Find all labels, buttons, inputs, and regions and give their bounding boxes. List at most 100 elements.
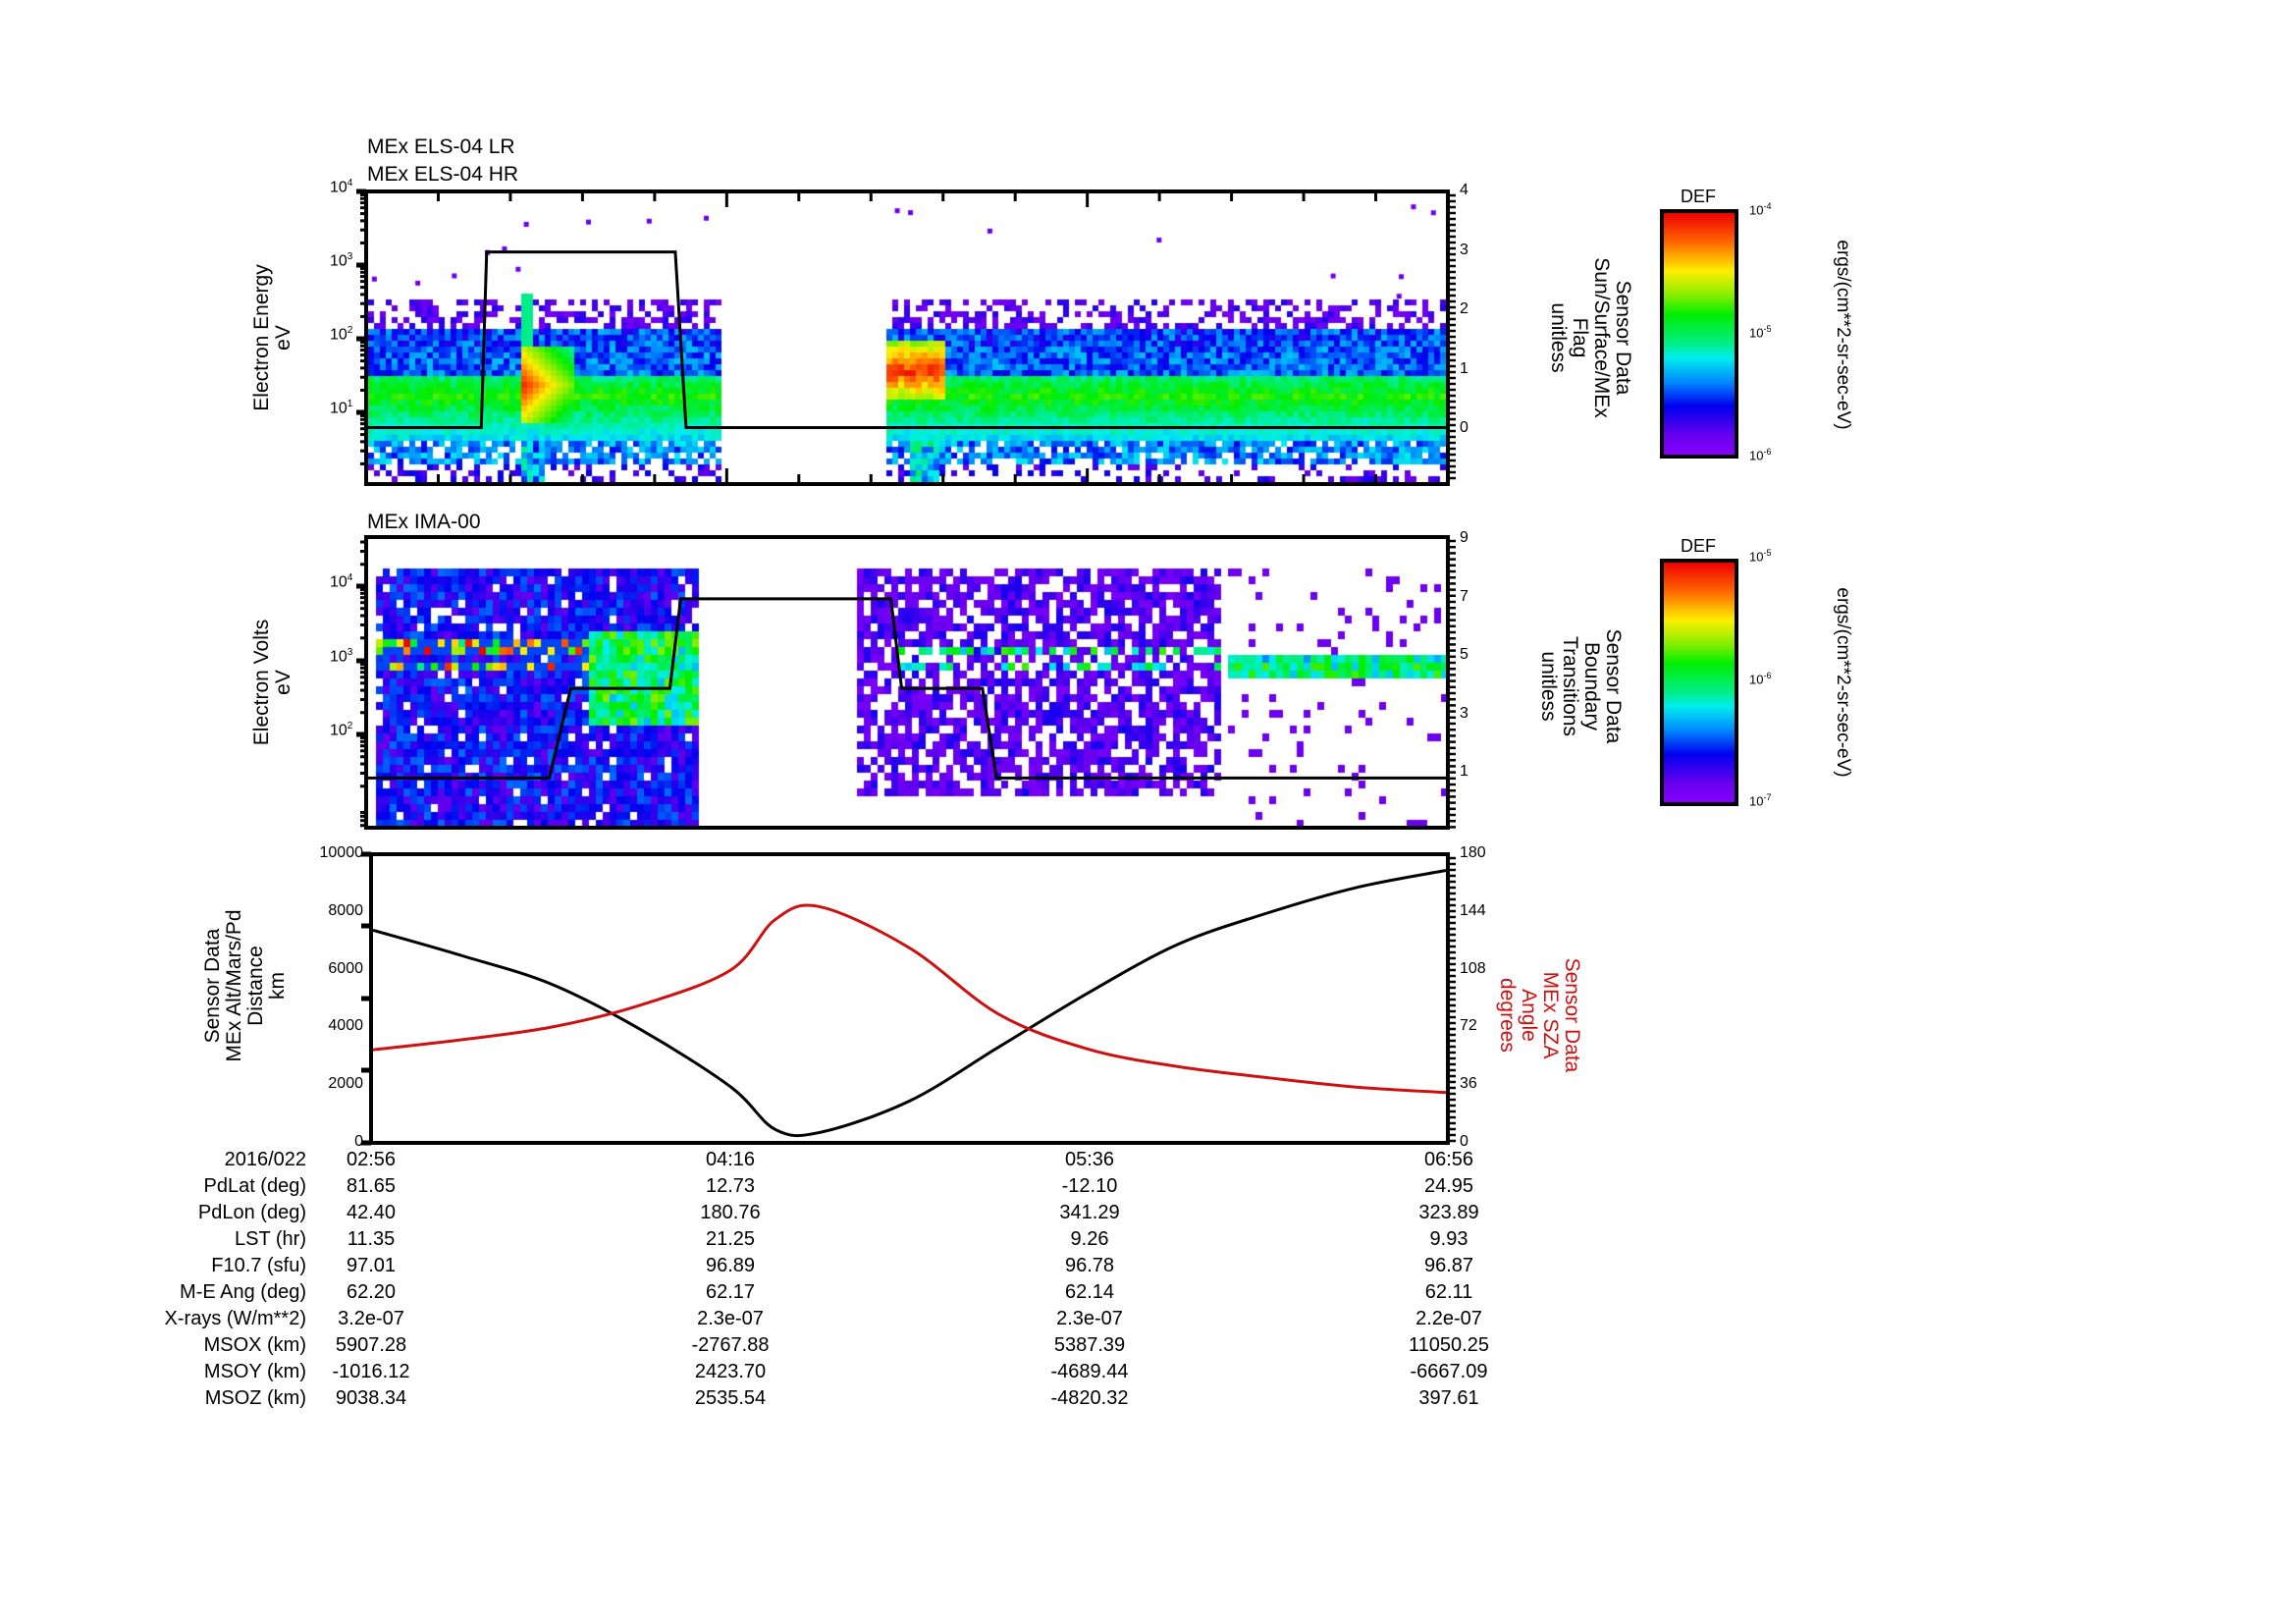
colorbar-2 bbox=[1660, 559, 1738, 806]
info-row-value: 2.2e-07 bbox=[1415, 1308, 1482, 1329]
y-tick-label: 0 bbox=[1460, 1133, 1468, 1150]
y-tick-label: 3 bbox=[1460, 704, 1468, 722]
info-row-label: M-E Ang (deg) bbox=[180, 1281, 306, 1303]
colorbar-2-title: DEF bbox=[1681, 536, 1716, 556]
y-tick-label: 108 bbox=[1460, 959, 1486, 977]
info-row-value: 323.89 bbox=[1418, 1202, 1479, 1223]
els-y-label: Electron Energy eV bbox=[250, 264, 294, 411]
y-tick-label: 0 bbox=[1460, 419, 1468, 436]
y-tick-label: 3 bbox=[1460, 241, 1468, 258]
info-row-value: 62.20 bbox=[346, 1281, 397, 1303]
ima-y-label: Electron Volts eV bbox=[250, 619, 294, 746]
colorbar-1-title: DEF bbox=[1681, 187, 1716, 206]
colorbar-1-tick-mid: 10-5 bbox=[1749, 324, 1772, 341]
info-row-value: 2423.70 bbox=[694, 1361, 767, 1382]
info-row-value: 81.65 bbox=[346, 1175, 397, 1197]
colorbar-1-tick-top: 10-4 bbox=[1749, 201, 1772, 218]
info-row-label: MSOY (km) bbox=[203, 1361, 306, 1382]
info-row-value: -1016.12 bbox=[332, 1361, 410, 1382]
info-row-value: 5387.39 bbox=[1053, 1334, 1126, 1356]
y-tick-label: 5 bbox=[1460, 646, 1468, 663]
y-tick-label: 180 bbox=[1460, 844, 1486, 861]
colorbar-1 bbox=[1660, 209, 1738, 459]
colorbar-2-tick-bot: 10-7 bbox=[1749, 792, 1772, 809]
y-tick-label: 7 bbox=[1460, 587, 1468, 605]
info-row-label: LST (hr) bbox=[235, 1228, 306, 1250]
colorbar-2-units: ergs/(cm**2-sr-sec-eV) bbox=[1833, 587, 1853, 778]
info-row-value: 12.73 bbox=[705, 1175, 756, 1197]
x-tick-1: 04:16 bbox=[705, 1149, 756, 1170]
y-tick-label: 6000 bbox=[328, 959, 363, 977]
y-tick-label: 4 bbox=[1460, 182, 1468, 198]
info-row-value: 341.29 bbox=[1059, 1202, 1120, 1223]
x-axis-date: 2016/022 bbox=[224, 1149, 306, 1170]
y-tick-label: 103 bbox=[330, 251, 353, 270]
y-tick-label: 2 bbox=[1460, 300, 1468, 317]
info-row-label: PdLat (deg) bbox=[203, 1175, 306, 1197]
info-row-label: F10.7 (sfu) bbox=[211, 1255, 306, 1276]
els-y-label-right: Sensor Data Sun/Surface/MEx Flag unitles… bbox=[1547, 257, 1634, 418]
y-tick-label: 72 bbox=[1460, 1017, 1477, 1035]
x-tick-3: 06:56 bbox=[1423, 1149, 1474, 1170]
info-row-label: X-rays (W/m**2) bbox=[164, 1308, 306, 1329]
y-tick-label: 36 bbox=[1460, 1075, 1477, 1093]
els-title-hr: MEx ELS-04 HR bbox=[367, 163, 519, 186]
y-tick-label: 9 bbox=[1460, 529, 1468, 546]
info-row-value: 96.89 bbox=[705, 1255, 756, 1276]
info-row-value: 397.61 bbox=[1418, 1387, 1479, 1409]
colorbar-1-tick-bot: 10-6 bbox=[1749, 447, 1772, 463]
els-spectrogram-panel bbox=[364, 189, 1450, 486]
info-row-label: PdLon (deg) bbox=[197, 1202, 306, 1223]
els-flag-line bbox=[368, 250, 1446, 430]
info-row-value: 9.93 bbox=[1429, 1228, 1468, 1250]
info-row-value: 96.87 bbox=[1423, 1255, 1474, 1276]
info-row-value: 97.01 bbox=[346, 1255, 397, 1276]
info-row-value: 11050.25 bbox=[1409, 1334, 1489, 1356]
els-spectrogram bbox=[368, 193, 1446, 482]
els-title-lr: MEx ELS-04 LR bbox=[367, 135, 515, 158]
x-tick-2: 05:36 bbox=[1064, 1149, 1115, 1170]
colorbar-1-units: ergs/(cm**2-sr-sec-eV) bbox=[1833, 240, 1853, 430]
info-row-value: 9038.34 bbox=[335, 1387, 407, 1409]
info-row-value: -6667.09 bbox=[1410, 1361, 1488, 1382]
info-row-value: -4820.32 bbox=[1050, 1387, 1129, 1409]
info-row-value: 3.2e-07 bbox=[338, 1308, 404, 1329]
ima-boundary-line bbox=[368, 597, 1446, 780]
y-tick-label: 104 bbox=[330, 572, 353, 591]
info-row-value: -2767.88 bbox=[691, 1334, 770, 1356]
info-row-value: 62.11 bbox=[1424, 1281, 1473, 1303]
x-tick-0: 02:56 bbox=[346, 1149, 397, 1170]
info-row-label: MSOX (km) bbox=[203, 1334, 306, 1356]
info-row-value: 21.25 bbox=[705, 1228, 756, 1250]
y-tick-label: 104 bbox=[330, 178, 353, 196]
info-row-value: 5907.28 bbox=[335, 1334, 407, 1356]
info-row-value: 24.95 bbox=[1423, 1175, 1474, 1197]
y-tick-label: 144 bbox=[1460, 901, 1486, 919]
info-row-value: 62.17 bbox=[705, 1281, 756, 1303]
info-row-value: 62.14 bbox=[1064, 1281, 1115, 1303]
colorbar-2-tick-mid: 10-6 bbox=[1749, 671, 1772, 687]
info-row-value: -12.10 bbox=[1061, 1175, 1118, 1197]
info-row-value: 42.40 bbox=[346, 1202, 397, 1223]
info-row-value: 11.35 bbox=[347, 1228, 396, 1250]
info-row-value: 2535.54 bbox=[694, 1387, 767, 1409]
altitude-line bbox=[372, 869, 1447, 1138]
ima-y-label-right: Sensor Data Boundary Transitions unitles… bbox=[1537, 628, 1625, 744]
info-row-value: 9.26 bbox=[1070, 1228, 1109, 1250]
ephem-lines bbox=[372, 869, 1447, 1138]
y-tick-label: 103 bbox=[330, 647, 353, 666]
ephem-y-label-right: Sensor Data MEx SZA Angle degrees bbox=[1496, 957, 1583, 1073]
sza-line bbox=[372, 903, 1447, 1095]
y-tick-label: 1 bbox=[1460, 763, 1468, 780]
y-tick-label: 1 bbox=[1460, 359, 1468, 377]
info-row-value: 96.78 bbox=[1064, 1255, 1115, 1276]
y-tick-label: 4000 bbox=[328, 1017, 363, 1035]
y-tick-label: 102 bbox=[330, 325, 353, 344]
y-tick-label: 2000 bbox=[328, 1075, 363, 1093]
y-tick-label: 0 bbox=[354, 1133, 363, 1150]
y-tick-label: 102 bbox=[330, 721, 353, 739]
colorbar-2-tick-top: 10-5 bbox=[1749, 548, 1772, 565]
info-row-value: 2.3e-07 bbox=[697, 1308, 764, 1329]
info-row-value: -4689.44 bbox=[1050, 1361, 1129, 1382]
y-tick-label: 8000 bbox=[328, 901, 363, 919]
